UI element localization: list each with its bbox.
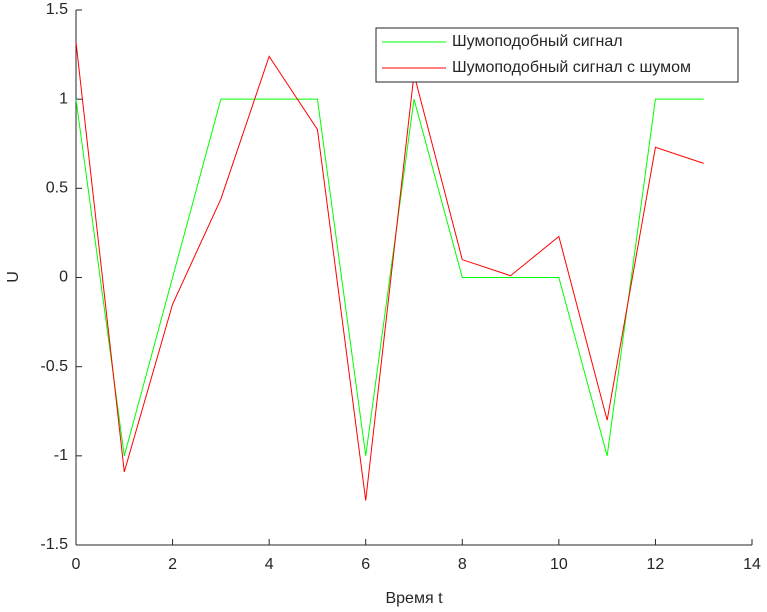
y-tick-label: 0.5 (46, 180, 68, 197)
x-tick-label: 10 (550, 556, 568, 573)
series-line (75, 42, 704, 501)
legend-label: Шумоподобный сигнал с шумом (452, 59, 691, 76)
x-axis-label: Время t (385, 590, 443, 607)
y-tick-label: 0 (59, 269, 68, 286)
series-line (75, 98, 704, 456)
legend-label: Шумоподобный сигнал (452, 33, 623, 50)
x-tick-label: 14 (743, 556, 761, 573)
y-tick-label: 1.5 (46, 1, 68, 18)
y-tick-label: 1 (59, 90, 68, 107)
y-tick-label: -1.5 (40, 536, 68, 553)
x-tick-label: 6 (361, 556, 370, 573)
y-tick-label: -0.5 (40, 358, 68, 375)
x-tick-label: 8 (458, 556, 467, 573)
legend-box (375, 27, 739, 83)
x-tick-label: 12 (647, 556, 665, 573)
y-axis-label: U (5, 271, 22, 283)
x-tick-label: 4 (265, 556, 274, 573)
x-tick-label: 0 (72, 556, 81, 573)
x-tick-label: 2 (168, 556, 177, 573)
y-tick-label: -1 (54, 447, 68, 464)
